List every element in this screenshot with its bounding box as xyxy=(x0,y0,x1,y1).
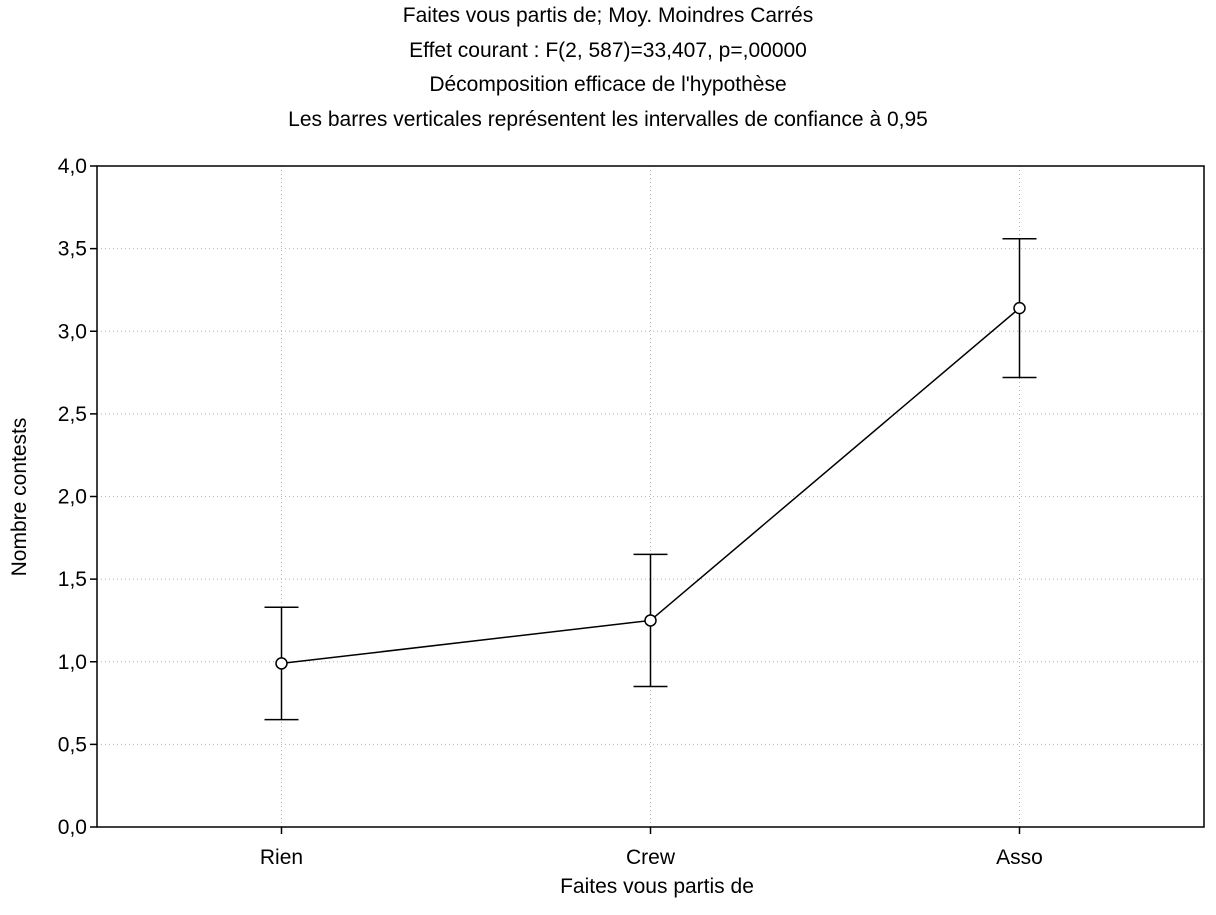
chart-title-line-2: Effet courant : F(2, 587)=33,407, p=,000… xyxy=(409,39,807,62)
x-tick-label: Rien xyxy=(260,846,303,869)
y-axis-ticks: 0,0 0,5 1,0 1,5 2,0 2,5 3,0 3,5 4,0 xyxy=(58,155,97,839)
y-tick-label: 3,5 xyxy=(58,238,87,261)
y-axis-label: Nombre contests xyxy=(8,418,31,577)
y-tick-label: 2,5 xyxy=(58,403,87,426)
y-tick-label: 4,0 xyxy=(58,155,87,178)
y-tick-label: 0,5 xyxy=(58,733,87,756)
data-point xyxy=(275,657,288,670)
y-tick-label: 0,0 xyxy=(58,816,87,839)
grid-lines xyxy=(97,166,1204,827)
series-group xyxy=(264,237,1037,721)
data-point xyxy=(644,614,657,627)
x-tick-label: Asso xyxy=(996,846,1043,869)
x-axis-label: Faites vous partis de xyxy=(560,875,754,898)
y-tick-label: 2,0 xyxy=(58,486,87,509)
chart-title-line-3: Décomposition efficace de l'hypothèse xyxy=(429,73,787,96)
chart-title-line-1: Faites vous partis de; Moy. Moindres Car… xyxy=(402,4,814,27)
x-axis-ticks: Rien Crew Asso xyxy=(260,827,1043,869)
y-tick-label: 3,0 xyxy=(58,320,87,343)
x-tick-label: Crew xyxy=(626,846,676,869)
data-point xyxy=(1013,301,1026,315)
y-tick-label: 1,5 xyxy=(58,568,87,591)
chart-title-line-4: Les barres verticales représentent les i… xyxy=(288,108,928,131)
y-tick-label: 1,0 xyxy=(58,651,87,674)
